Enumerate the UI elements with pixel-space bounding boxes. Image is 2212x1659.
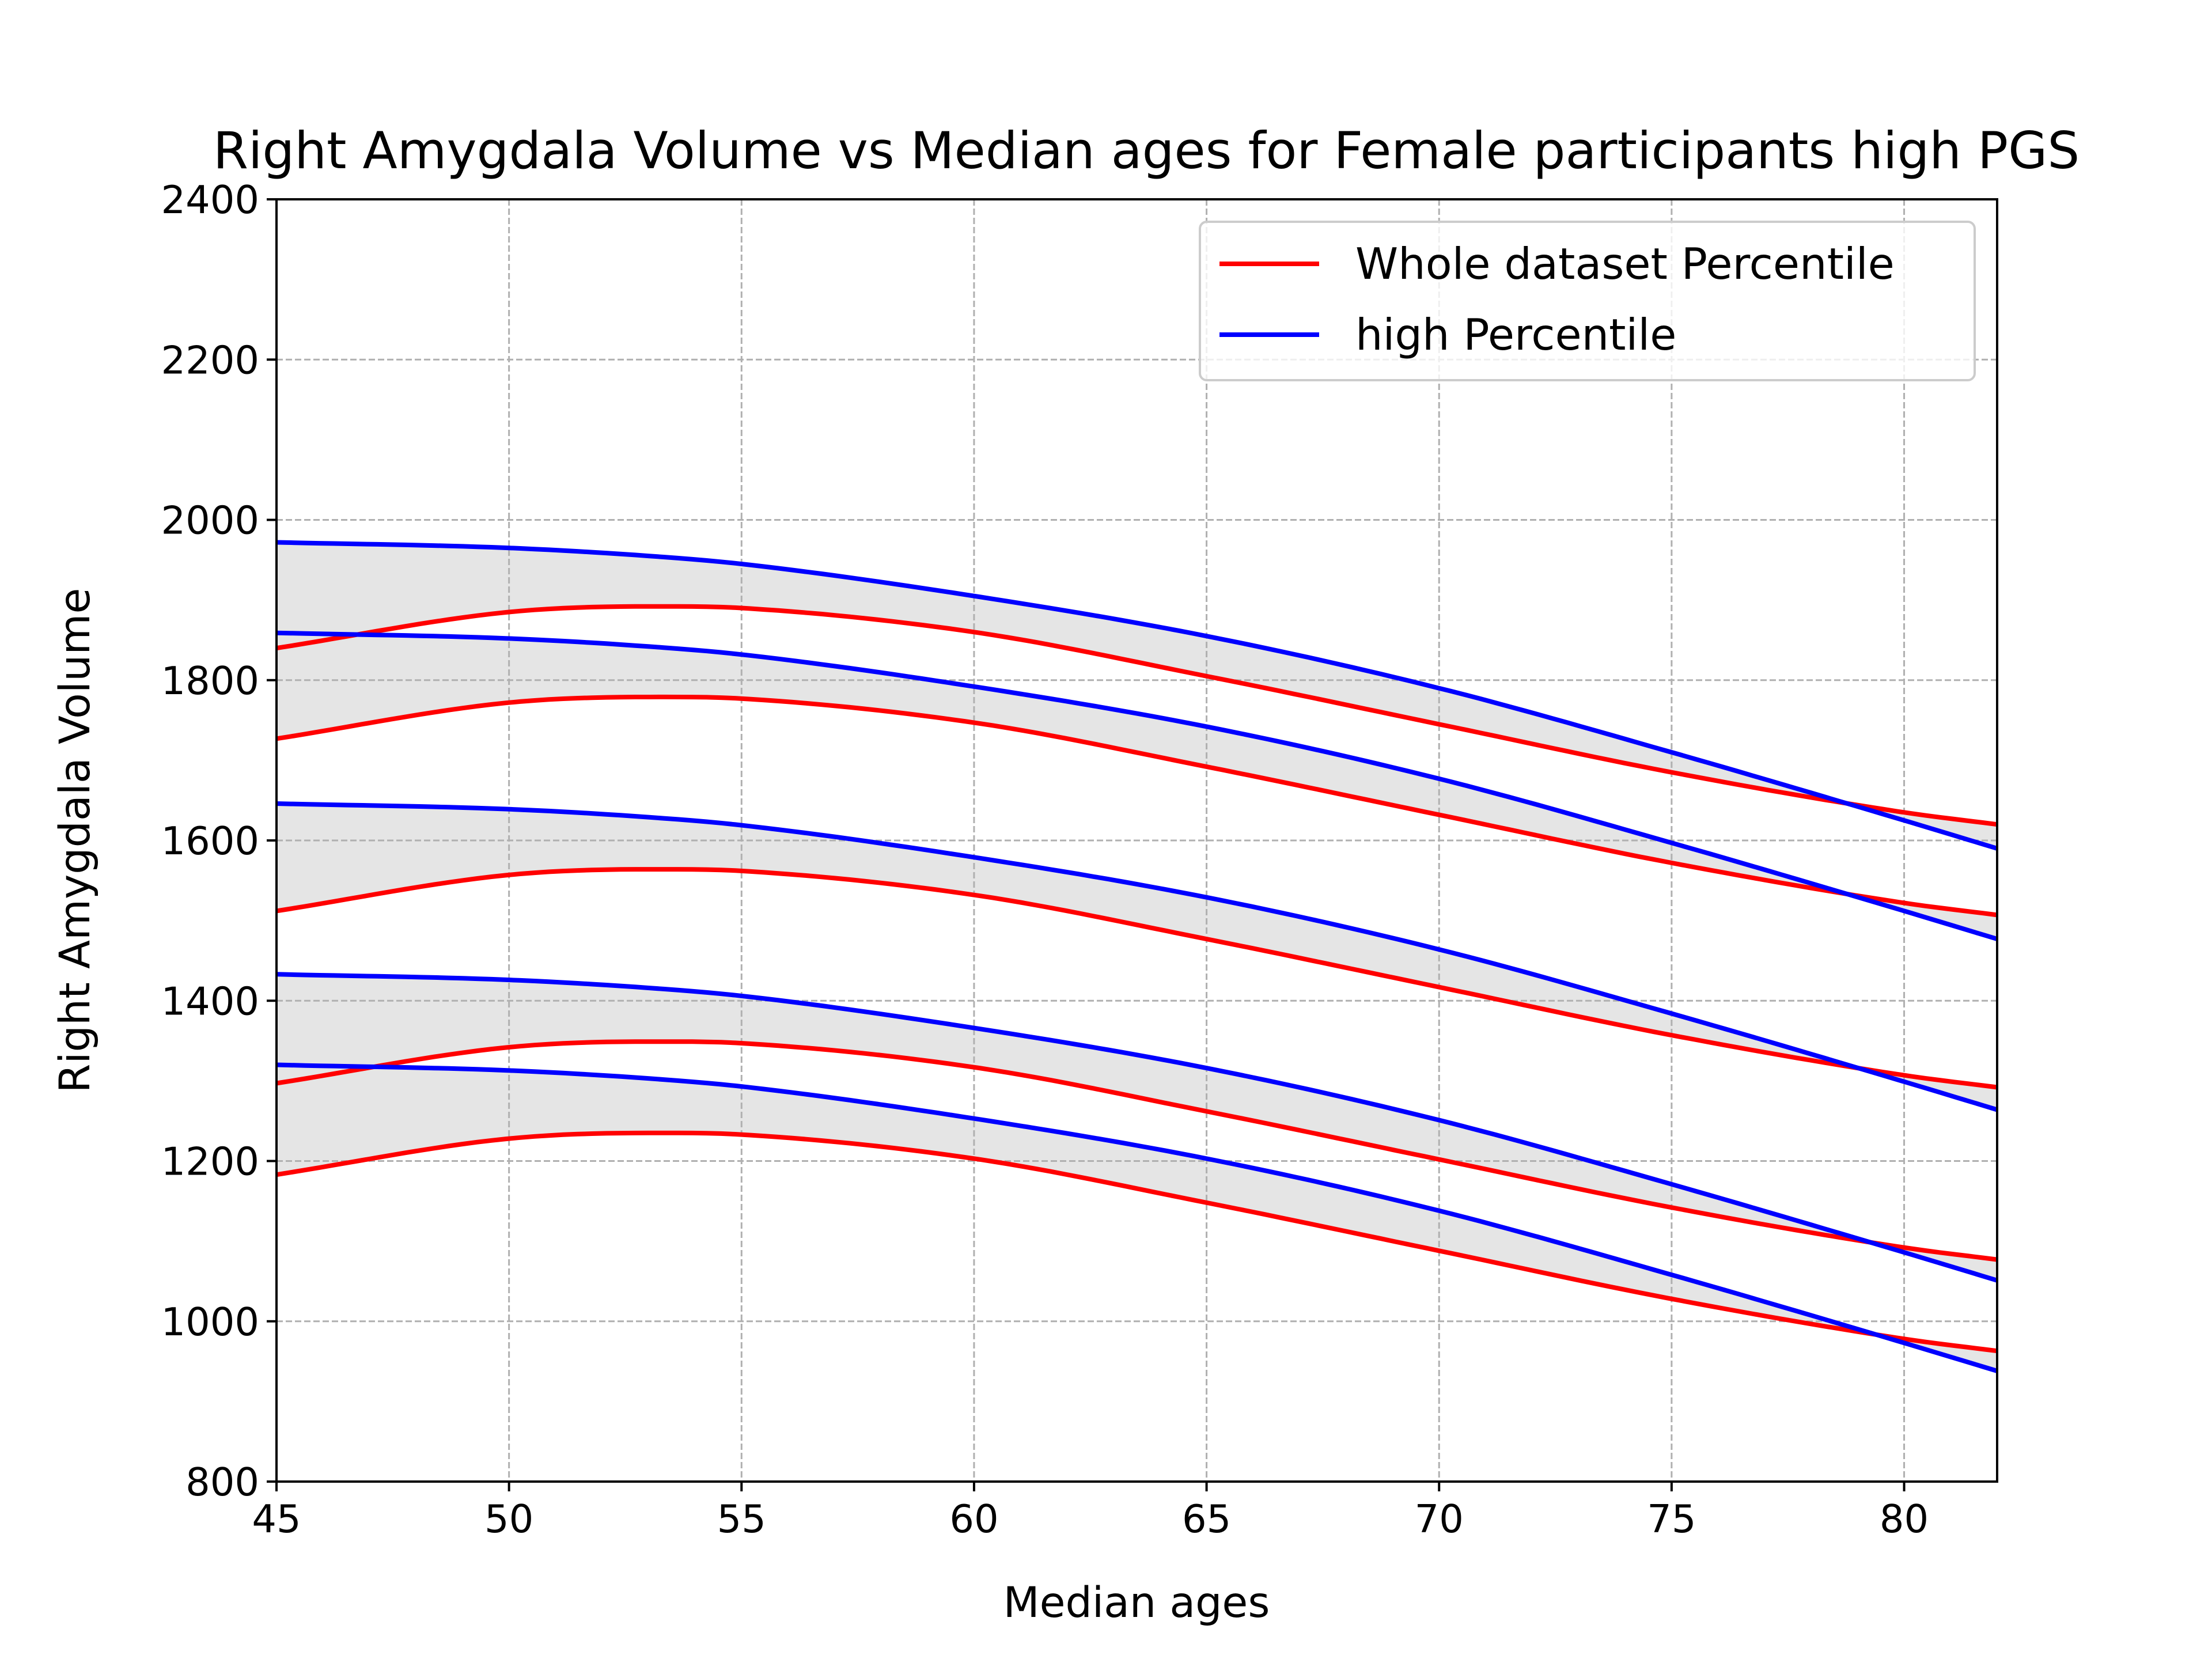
legend-label-whole: Whole dataset Percentile bbox=[1355, 238, 1895, 289]
y-tick-label: 1200 bbox=[161, 1139, 259, 1184]
x-axis-ticks: 45 50 55 60 65 70 75 80 bbox=[252, 1482, 1929, 1541]
fill-band bbox=[276, 542, 1997, 849]
x-axis-title: Median ages bbox=[1003, 1578, 1270, 1627]
y-tick-label: 1000 bbox=[161, 1300, 259, 1344]
x-tick-label: 50 bbox=[484, 1497, 533, 1541]
y-tick-label: 1400 bbox=[161, 979, 259, 1024]
series-line-high bbox=[276, 540, 1998, 851]
y-tick-label: 800 bbox=[185, 1460, 259, 1505]
y-tick-label: 1800 bbox=[161, 658, 259, 703]
chart-title: Right Amygdala Volume vs Median ages for… bbox=[213, 121, 2080, 180]
y-tick-label: 2000 bbox=[161, 498, 259, 543]
y-axis-title: Right Amygdala Volume bbox=[51, 588, 100, 1093]
x-tick-label: 70 bbox=[1415, 1497, 1464, 1541]
fill-band bbox=[276, 1065, 1997, 1371]
series-line-whole bbox=[276, 1130, 1998, 1354]
legend-label-high: high Percentile bbox=[1355, 309, 1676, 360]
x-tick-label: 55 bbox=[717, 1497, 766, 1541]
series-line-high bbox=[276, 630, 1998, 941]
y-axis-ticks: 800 1000 1200 1400 1600 1800 2000 2200 2400 bbox=[161, 177, 276, 1505]
x-tick-label: 65 bbox=[1182, 1497, 1231, 1541]
fill-band bbox=[276, 974, 1997, 1281]
x-tick-label: 60 bbox=[949, 1497, 998, 1541]
series-line-whole bbox=[276, 604, 1998, 827]
x-tick-label: 45 bbox=[252, 1497, 301, 1541]
fill-bands bbox=[276, 542, 1997, 1371]
series-line-high bbox=[276, 801, 1998, 1112]
fill-band bbox=[276, 804, 1997, 1110]
fill-band bbox=[276, 632, 1997, 940]
series-line-whole bbox=[276, 867, 1998, 1090]
series-line-whole bbox=[276, 694, 1998, 918]
series-line-high bbox=[276, 972, 1998, 1283]
series-line-whole bbox=[276, 1039, 1998, 1262]
x-tick-label: 75 bbox=[1647, 1497, 1696, 1541]
series-lines bbox=[276, 540, 1998, 1373]
y-tick-label: 1600 bbox=[161, 819, 259, 863]
y-tick-label: 2400 bbox=[161, 177, 259, 222]
y-tick-label: 2200 bbox=[161, 338, 259, 382]
x-tick-label: 80 bbox=[1880, 1497, 1929, 1541]
legend-box bbox=[1199, 221, 1976, 381]
legend: Whole dataset Percentile high Percentile bbox=[1199, 221, 1976, 381]
series-line-high bbox=[276, 1062, 1998, 1373]
